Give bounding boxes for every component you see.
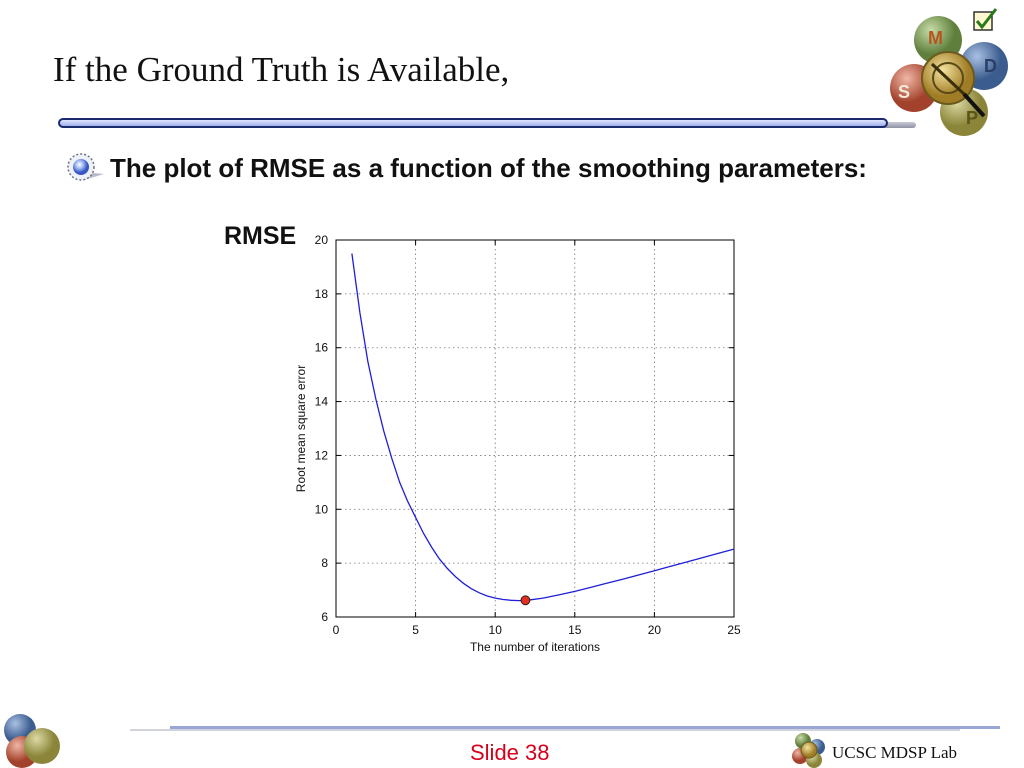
rmse-chart: 0 5 10 15 20 25 6 8 10 12 14 16 18 20 The number of i…	[294, 233, 741, 654]
minimum-point-marker	[520, 595, 531, 606]
bullet-text: The plot of RMSE as a function of the sm…	[110, 153, 867, 183]
logo-letter-d: D	[984, 56, 997, 76]
x-tick-label: 10	[489, 623, 503, 637]
y-tick-label: 16	[315, 341, 329, 355]
y-tick-label: 12	[315, 448, 329, 462]
y-tick-label: 10	[315, 502, 329, 516]
y-tick-label: 8	[321, 556, 328, 570]
logo-letter-p: P	[966, 108, 978, 128]
title-underline	[58, 118, 888, 128]
x-tick-label: 20	[648, 623, 662, 637]
slide-number: Slide 38	[470, 740, 550, 765]
rmse-series-line	[351, 253, 735, 602]
title-underline-bar	[58, 118, 916, 130]
gear-bullet-icon	[67, 153, 104, 181]
lab-name: UCSC MDSP Lab	[832, 743, 958, 762]
x-axis-label: The number of iterations	[470, 640, 600, 654]
x-tick-label: 5	[412, 623, 419, 637]
footer-divider	[130, 726, 1000, 732]
chart-ticks: 0 5 10 15 20 25 6 8 10 12 14 16 18 20	[315, 233, 741, 637]
rmse-label: RMSE	[224, 222, 297, 250]
mdsp-logo: M D S P	[890, 8, 1008, 136]
footer-divider-top	[170, 726, 1000, 729]
checkbox-icon	[973, 8, 998, 31]
slide-title: If the Ground Truth is Available,	[53, 50, 510, 89]
logo-letter-m: M	[928, 28, 943, 48]
x-tick-label: 15	[568, 623, 582, 637]
y-tick-label: 14	[315, 395, 329, 409]
x-tick-label: 0	[333, 623, 340, 637]
logo-letter-s: S	[898, 82, 910, 102]
y-tick-label: 6	[321, 610, 328, 624]
y-tick-label: 20	[315, 233, 329, 247]
plot-frame	[335, 239, 735, 618]
corner-spheres-logo	[4, 714, 60, 768]
lab-logo-icon	[792, 733, 825, 768]
y-tick-label: 18	[315, 287, 329, 301]
footer-divider-bottom	[130, 729, 960, 731]
y-axis-label: Root mean square error	[294, 365, 308, 492]
x-tick-label: 25	[727, 623, 741, 637]
chart-grid	[336, 240, 734, 617]
